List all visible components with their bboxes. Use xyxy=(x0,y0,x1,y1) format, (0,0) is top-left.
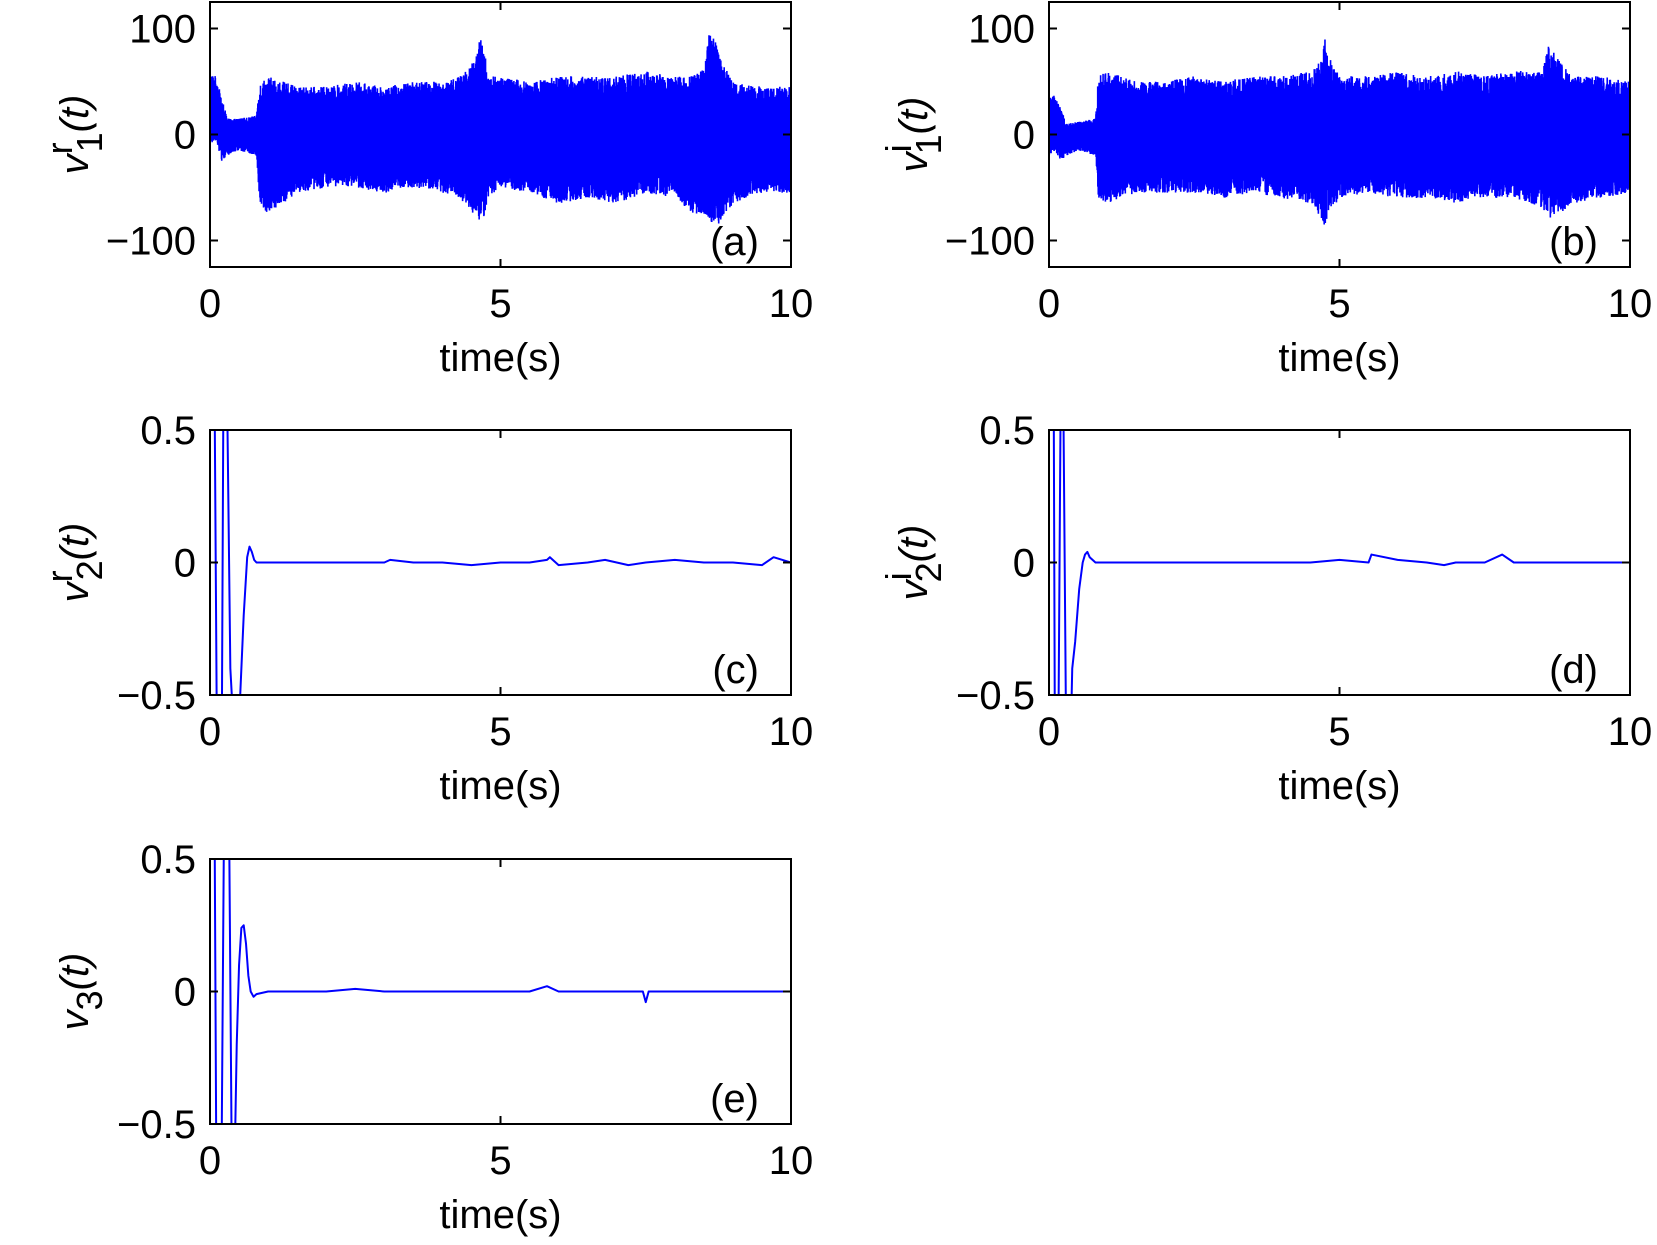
y-label-sub: 2 xyxy=(908,562,949,582)
plot-area xyxy=(213,859,791,1124)
y-axis-label: vi2(t) xyxy=(878,525,949,601)
y-label-sub: 3 xyxy=(69,990,110,1010)
plot-area xyxy=(1052,430,1630,695)
plot-area xyxy=(1049,39,1630,225)
x-axis-label: time(s) xyxy=(1278,764,1400,808)
y-tick-label: −100 xyxy=(945,220,1035,264)
y-label-sub: 2 xyxy=(69,560,110,580)
y-label-arg: (t) xyxy=(892,97,936,135)
y-tick-label: 0.5 xyxy=(140,409,196,453)
y-tick-label: 0 xyxy=(174,114,196,158)
y-tick-label: 100 xyxy=(968,8,1035,52)
y-label-base: v xyxy=(53,152,97,174)
x-tick-label: 0 xyxy=(1038,710,1060,754)
y-tick-label: 100 xyxy=(129,8,196,52)
y-tick-label: 0.5 xyxy=(140,838,196,882)
panel-label: (c) xyxy=(712,648,759,692)
y-label-base: v xyxy=(53,1008,97,1030)
plot-area xyxy=(210,35,791,224)
x-tick-label: 5 xyxy=(489,1139,511,1183)
x-tick-label: 5 xyxy=(1328,282,1350,326)
x-tick-label: 0 xyxy=(199,282,221,326)
y-label-sup: r xyxy=(39,142,80,154)
y-label-base: v xyxy=(53,580,97,602)
panel-label: (a) xyxy=(710,220,759,264)
panel-label: (e) xyxy=(710,1077,759,1121)
x-tick-label: 10 xyxy=(769,1139,814,1183)
y-label-arg: (t) xyxy=(53,95,97,133)
y-label-sub: 1 xyxy=(908,134,949,154)
x-tick-label: 5 xyxy=(1328,710,1350,754)
x-axis-label: time(s) xyxy=(1278,336,1400,380)
y-tick-label: −100 xyxy=(106,220,196,264)
series-line xyxy=(210,35,791,224)
series-line xyxy=(213,430,791,695)
y-tick-label: 0 xyxy=(174,971,196,1015)
y-label-arg: (t) xyxy=(53,953,97,991)
y-axis-label: vr2(t) xyxy=(39,523,110,603)
y-tick-label: −0.5 xyxy=(117,674,196,718)
y-label-sup: i xyxy=(878,572,919,580)
y-label-sup: i xyxy=(878,144,919,152)
y-label-sub: 1 xyxy=(69,132,110,152)
x-axis-label: time(s) xyxy=(439,764,561,808)
x-tick-label: 10 xyxy=(769,710,814,754)
series-line xyxy=(1049,39,1630,225)
y-tick-label: 0 xyxy=(1013,542,1035,586)
y-tick-label: −0.5 xyxy=(117,1103,196,1147)
series-line xyxy=(213,859,791,1124)
y-axis-label: vi1(t) xyxy=(878,97,949,173)
panel-label: (b) xyxy=(1549,220,1598,264)
y-label-sup: r xyxy=(39,570,80,582)
y-label-arg: (t) xyxy=(53,523,97,561)
x-tick-label: 10 xyxy=(1608,282,1653,326)
series-line xyxy=(1052,430,1630,695)
x-tick-label: 5 xyxy=(489,282,511,326)
x-tick-label: 10 xyxy=(769,282,814,326)
y-label-base: v xyxy=(892,578,936,600)
y-label-base: v xyxy=(892,150,936,172)
plot-area xyxy=(213,430,791,695)
x-tick-label: 0 xyxy=(1038,282,1060,326)
x-axis-label: time(s) xyxy=(439,336,561,380)
x-tick-label: 5 xyxy=(489,710,511,754)
x-tick-label: 0 xyxy=(199,710,221,754)
y-axis-label: vr1(t) xyxy=(39,95,110,175)
x-axis-label: time(s) xyxy=(439,1193,561,1237)
x-tick-label: 0 xyxy=(199,1139,221,1183)
y-tick-label: 0 xyxy=(174,542,196,586)
y-tick-label: 0 xyxy=(1013,114,1035,158)
y-label-arg: (t) xyxy=(892,525,936,563)
y-axis-label: v3(t) xyxy=(53,953,110,1031)
y-tick-label: −0.5 xyxy=(956,674,1035,718)
panel-label: (d) xyxy=(1549,648,1598,692)
y-tick-label: 0.5 xyxy=(979,409,1035,453)
x-tick-label: 10 xyxy=(1608,710,1653,754)
